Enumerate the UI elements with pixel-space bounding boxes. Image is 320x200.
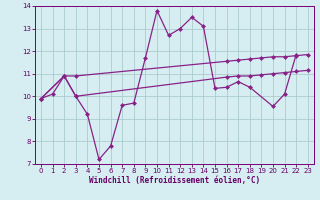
X-axis label: Windchill (Refroidissement éolien,°C): Windchill (Refroidissement éolien,°C) bbox=[89, 176, 260, 185]
